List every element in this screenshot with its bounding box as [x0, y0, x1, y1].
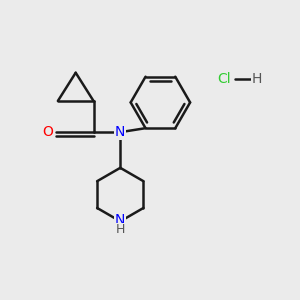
Text: N: N	[115, 125, 125, 139]
Text: Cl: Cl	[218, 72, 231, 86]
Text: N: N	[115, 213, 125, 227]
Text: H: H	[116, 223, 125, 236]
Text: H: H	[252, 72, 262, 86]
Text: O: O	[43, 125, 53, 139]
